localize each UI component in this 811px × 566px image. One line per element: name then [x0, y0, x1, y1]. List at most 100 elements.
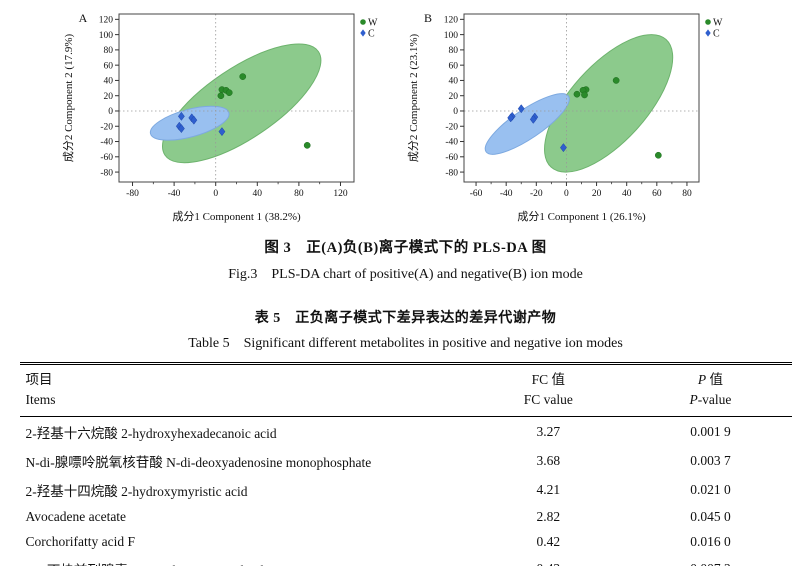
x-tick-label: -20 [529, 189, 542, 199]
y-tick-label: 20 [448, 92, 458, 102]
p-value: 0.045 0 [690, 508, 731, 524]
table-row: N-di-腺嘌呤脱氧核苷酸 N-di-deoxyadenosine monoph… [20, 446, 792, 475]
column-header-items: 项目 Items [20, 364, 468, 417]
y-tick-label: -60 [445, 153, 458, 163]
p-value: 0.007 2 [629, 554, 791, 566]
x-tick-label: 60 [652, 189, 662, 199]
y-tick-label: 20 [103, 92, 113, 102]
scatter-point-w [573, 90, 580, 98]
legend-label: C [368, 28, 375, 39]
y-tick-label: -20 [100, 122, 113, 132]
x-tick-label: 80 [294, 189, 304, 199]
p-value: 0.016 0 [690, 533, 731, 549]
x-tick-label: -80 [126, 189, 139, 199]
y-tick-label: 100 [443, 31, 458, 41]
scatter-point-w [303, 141, 311, 149]
x-tick-label: 120 [333, 189, 348, 199]
metabolite-name: 2-羟基十六烷酸 2-hydroxyhexadecanoic acid [25, 425, 277, 441]
panel-label: A [78, 11, 87, 25]
y-tick-label: 40 [448, 77, 458, 87]
y-tick-label: 80 [103, 46, 113, 56]
legend-label: W [713, 17, 723, 28]
figure-caption-en: Fig.3 PLS-DA chart of positive(A) and ne… [228, 267, 583, 282]
legend-label: C [713, 28, 720, 39]
column-header-fc-en: FC value [523, 392, 573, 407]
figure-caption-zh: 图 3 正(A)负(B)离子模式下的 PLS-DA 图 [264, 240, 547, 256]
y-tick-label: 120 [443, 16, 458, 26]
metabolites-table: 项目 Items FC 值 FC value P 值 P-value 2-羟基十… [19, 362, 792, 566]
scatter-point-c [506, 113, 514, 123]
x-tick-label: -40 [167, 189, 180, 199]
column-header-items-en: Items [25, 392, 56, 407]
x-tick-label: 40 [252, 189, 262, 199]
scatter-point-w [612, 77, 619, 84]
y-tick-label: -60 [100, 153, 113, 163]
p-value: 0.021 0 [690, 481, 731, 497]
legend-marker-c [704, 29, 711, 37]
scatter-point-c [189, 115, 197, 125]
metabolite-name: Avocadene acetate [25, 508, 127, 524]
series-c [506, 104, 567, 153]
y-tick-label: -40 [445, 138, 458, 148]
x-tick-label: -60 [469, 189, 482, 199]
metabolite-name: 2-羟基十四烷酸 2-hydroxymyristic acid [25, 483, 248, 499]
y-tick-label: 0 [108, 107, 113, 117]
p-value: 0.003 7 [690, 452, 731, 468]
confidence-ellipse-c [484, 93, 570, 155]
scatter-point-c [517, 104, 525, 114]
x-tick-label: 80 [682, 189, 692, 199]
table-title-zh: 表 5 正负离子模式下差异表达的差异代谢产物 [254, 311, 557, 326]
table-row: 2-羟基十四烷酸 2-hydroxymyristic acid 4.21 0.0… [20, 475, 792, 504]
y-tick-label: -40 [100, 138, 113, 148]
y-tick-label: 40 [103, 77, 113, 87]
column-header-p: P 值 P-value [629, 364, 791, 417]
scatter-point-c [559, 143, 567, 153]
x-tick-label: -40 [499, 189, 512, 199]
x-axis-title: 成分1 Component 1 (26.1%) [517, 210, 646, 223]
confidence-ellipses [149, 43, 321, 164]
column-header-fc: FC 值 FC value [467, 364, 629, 417]
series-w [573, 77, 662, 159]
x-tick-label: 20 [591, 189, 601, 199]
column-header-fc-zh: FC 值 [531, 372, 566, 387]
table-row: Corchorifatty acid F 0.42 0.016 0 [20, 529, 792, 554]
series-c [175, 111, 225, 137]
column-header-items-zh: 项目 [25, 372, 53, 387]
y-tick-label: 100 [98, 31, 113, 41]
fc-value: 3.68 [536, 452, 561, 468]
p-value: 0.001 9 [690, 423, 731, 439]
y-tick-label: 0 [453, 107, 458, 117]
y-tick-label: -20 [445, 122, 458, 132]
confidence-ellipse-c [149, 105, 230, 141]
y-tick-label: -80 [445, 168, 458, 178]
y-tick-label: 120 [98, 16, 113, 26]
y-axis-title: 成分2 Component 2 (23.1%) [407, 34, 420, 163]
metabolite-name: N-di-腺嘌呤脱氧核苷酸 N-di-deoxyadenosine monoph… [25, 454, 372, 470]
metabolite-name: 2,3-丁炔前列腺素 E₁ 2,3-dinor prostaglandin E₁ [20, 554, 468, 566]
pls-da-chart-negative-b: -60 -40 -20 0 20 40 60 80 -80 -60 -40 -20 0 20 40 60 80 1… [407, 11, 723, 223]
y-tick-label: -80 [100, 168, 113, 178]
table-header-row: 项目 Items FC 值 FC value P 值 P-value [19, 364, 792, 417]
legend-label: W [368, 17, 378, 28]
column-header-p-en: P-value [689, 392, 732, 407]
confidence-ellipses [484, 34, 673, 173]
x-axis-title: 成分1 Component 1 (38.2%) [172, 210, 301, 223]
table-row: 2,3-丁炔前列腺素 E₁ 2,3-dinor prostaglandin E₁… [20, 554, 792, 566]
fc-value: 3.27 [536, 423, 561, 439]
fc-value: 2.82 [536, 508, 561, 524]
fc-value: 0.43 [467, 554, 629, 566]
table-row: Avocadene acetate 2.82 0.045 0 [20, 504, 792, 529]
scatter-point-w [217, 92, 224, 100]
scatter-point-w [238, 73, 246, 80]
scatter-point-w [654, 151, 662, 159]
metabolite-name: Corchorifatty acid F [25, 533, 135, 549]
x-tick-label: 0 [564, 189, 569, 199]
confidence-ellipse-w [543, 34, 673, 173]
scatter-point-c [177, 124, 185, 134]
y-axis-title: 成分2 Component 2 (17.9%) [62, 34, 75, 163]
series-w [217, 73, 311, 149]
pls-da-chart-positive-a: -80 -40 0 40 80 120 -80 -60 -40 -20 0 20 40 60 80 100 12… [62, 11, 378, 223]
x-tick-label: 0 [213, 189, 218, 199]
